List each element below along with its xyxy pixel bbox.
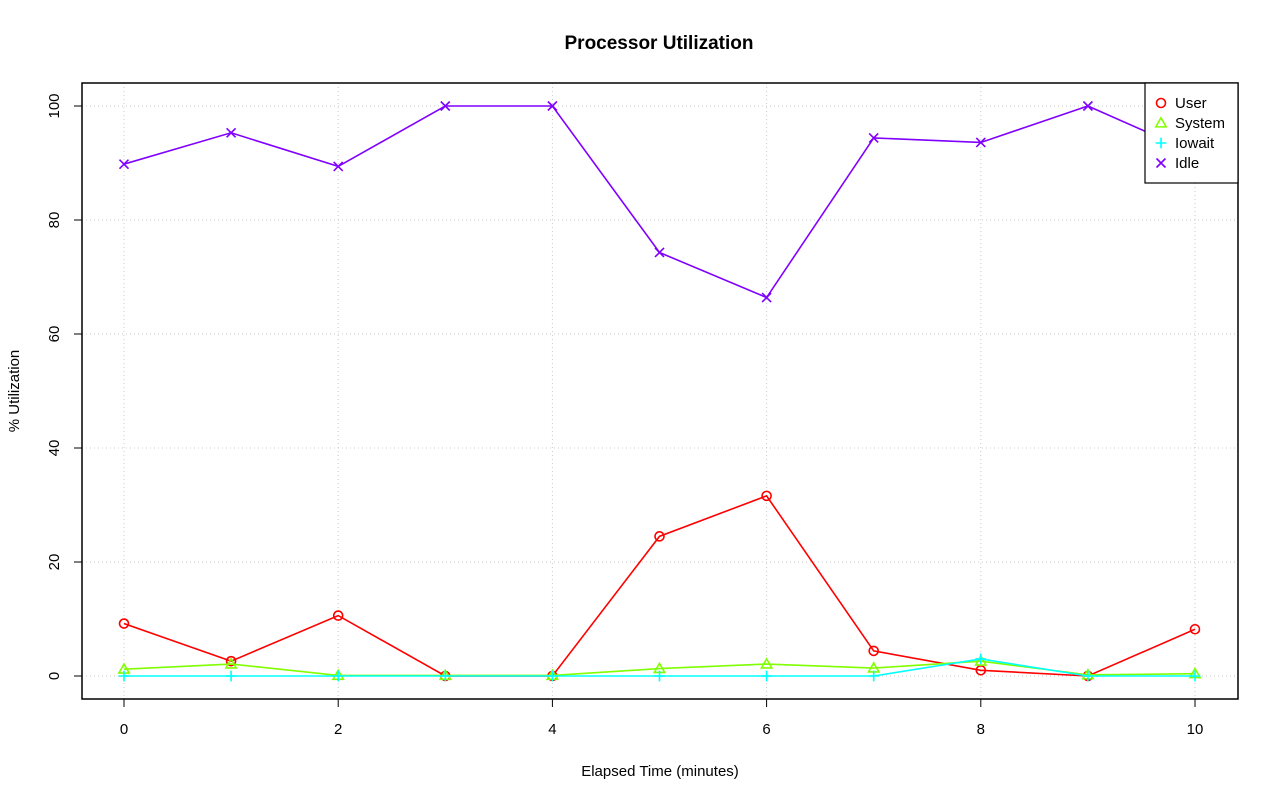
plot-frame (81, 82, 1239, 700)
legend-item-iowait: Iowait (1155, 135, 1215, 152)
x-tick-label: 8 (977, 721, 985, 738)
data-point-system (760, 657, 774, 669)
x-axis: 0 2 4 6 8 10 (120, 699, 1204, 738)
data-point-user (761, 490, 772, 502)
y-tick-label: 40 (46, 440, 63, 457)
data-point-iowait (868, 670, 880, 682)
data-point-idle (761, 292, 772, 303)
y-tick-label: 100 (46, 93, 63, 118)
data-point-idle (440, 100, 451, 112)
chart-title: Processor Utilization (565, 33, 754, 54)
series-idle (118, 100, 1201, 303)
data-point-user (1189, 623, 1201, 635)
data-point-user (654, 531, 665, 542)
x-tick-label: 6 (762, 721, 770, 738)
series-user (118, 490, 1201, 682)
y-axis-label: % Utilization (6, 350, 23, 433)
grid (82, 83, 1238, 699)
series-line-system (123, 660, 1196, 677)
legend-marker-user (1155, 97, 1167, 109)
legend-box (1144, 82, 1239, 184)
data-point-iowait (225, 670, 237, 682)
x-tick-label: 4 (548, 721, 556, 738)
legend-item-system: System (1154, 115, 1225, 132)
data-point-iowait (654, 670, 665, 682)
data-point-iowait (1189, 670, 1201, 682)
data-point-idle (547, 100, 558, 112)
x-tick-label: 10 (1187, 721, 1204, 738)
data-point-idle (1082, 100, 1093, 112)
data-point-system (224, 657, 238, 669)
data-point-idle (868, 132, 879, 143)
legend-item-user: User (1155, 95, 1207, 112)
y-axis: 0 20 40 60 80 100 (46, 93, 82, 680)
data-point-idle (975, 137, 986, 148)
series-layer (117, 100, 1202, 682)
data-point-idle (654, 247, 665, 258)
series-line-idle (123, 105, 1196, 299)
data-point-idle (333, 161, 344, 172)
y-tick-label: 20 (46, 554, 63, 571)
y-tick-label: 60 (46, 326, 63, 343)
legend-item-idle: Idle (1155, 155, 1199, 172)
series-iowait (118, 653, 1201, 682)
data-point-user (118, 618, 130, 629)
legend-label-idle: Idle (1175, 155, 1199, 172)
y-tick-label: 0 (46, 672, 63, 680)
legend: User System Iowait Idle (1144, 82, 1239, 184)
data-point-iowait (439, 670, 451, 682)
data-point-iowait (332, 670, 344, 682)
data-point-idle (118, 159, 130, 170)
x-tick-label: 2 (334, 721, 342, 738)
data-point-user (225, 655, 237, 667)
data-point-iowait (118, 670, 130, 682)
legend-label-iowait: Iowait (1175, 135, 1215, 152)
y-tick-label: 80 (46, 212, 63, 229)
legend-label-system: System (1175, 115, 1225, 132)
legend-marker-idle (1155, 157, 1167, 169)
data-point-iowait (547, 670, 558, 682)
legend-marker-system (1154, 116, 1168, 128)
x-tick-label: 0 (120, 721, 128, 738)
data-point-user (332, 610, 344, 621)
data-point-iowait (761, 670, 772, 682)
data-point-iowait (975, 653, 987, 665)
series-line-user (123, 494, 1196, 677)
legend-marker-iowait (1155, 137, 1167, 149)
data-point-user (868, 645, 880, 657)
legend-label-user: User (1175, 95, 1207, 112)
data-point-system (974, 654, 988, 666)
data-point-idle (226, 127, 237, 138)
data-point-iowait (1082, 670, 1094, 682)
x-axis-label: Elapsed Time (minutes) (581, 763, 739, 780)
